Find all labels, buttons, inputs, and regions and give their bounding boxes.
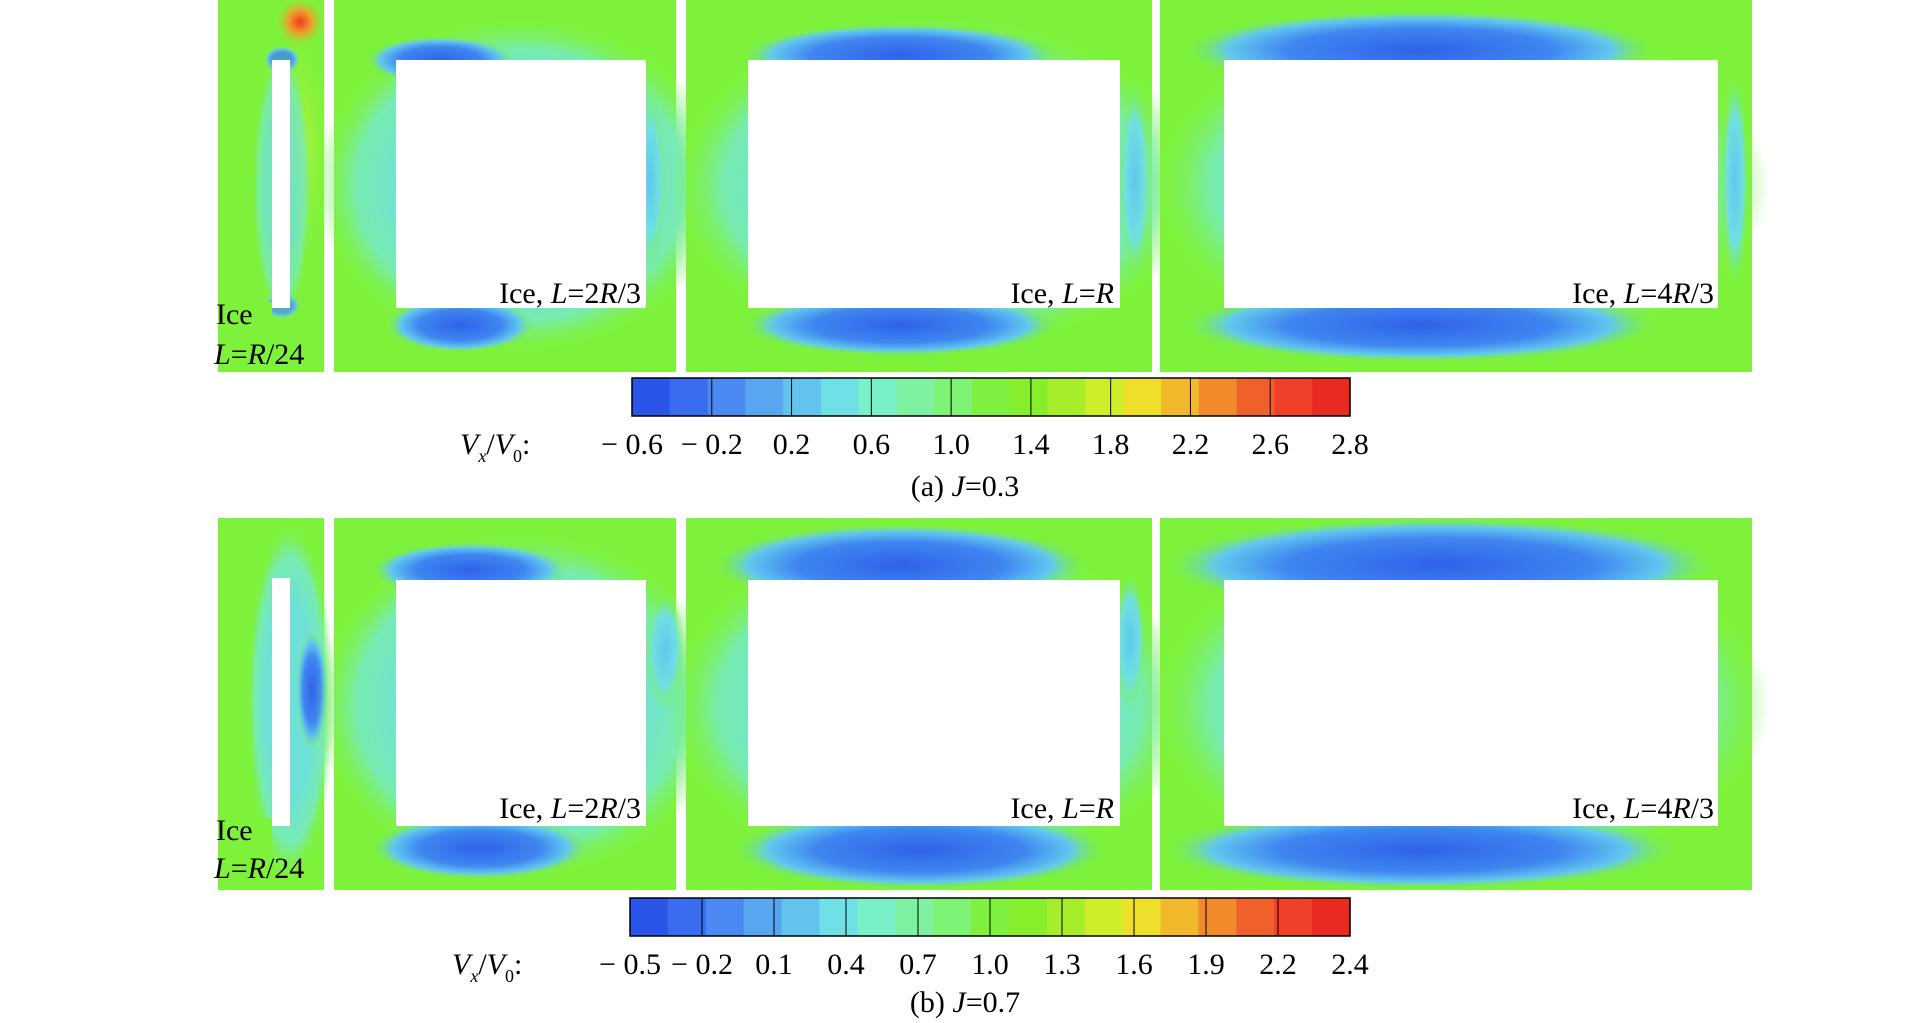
colorbar-cell (857, 898, 896, 936)
colorbar-tick-label: 2.8 (1331, 428, 1369, 461)
panel-label-a1-line2: L=R/24 (213, 338, 304, 371)
colorbar-cell (1123, 378, 1162, 416)
colorbar-cell (1047, 378, 1087, 416)
colorbar-cell (819, 898, 858, 936)
caption-a: (a) J=0.3 (911, 470, 1020, 503)
contour-panel-a2 (315, 0, 725, 372)
row-a (218, 0, 1770, 372)
contour-panel-a1 (218, 0, 330, 372)
colorbar-tick-label: − 0.2 (671, 948, 733, 981)
colorbar-cell (933, 898, 972, 936)
contour-panel-b2 (315, 518, 725, 890)
colorbar-a (631, 377, 1351, 417)
colorbar-cell (630, 898, 669, 936)
colorbar-tick-label: − 0.2 (681, 428, 743, 461)
colorbar-border (629, 897, 1351, 937)
colorbar-cell (745, 378, 784, 416)
colorbar-cell (1122, 898, 1162, 936)
colorbar-cell (1160, 898, 1200, 936)
colorbar-cell (632, 378, 671, 416)
colorbar-cell (1312, 898, 1351, 936)
colorbar-cell (896, 378, 935, 416)
contour-panel-b1 (218, 518, 334, 890)
scale-label-a: Vx/V0: (460, 428, 530, 466)
colorbar-cell (669, 378, 709, 416)
colorbar-cell (858, 378, 898, 416)
colorbar-border (631, 377, 1351, 417)
colorbar-cell (972, 378, 1011, 416)
colorbar-cell (1274, 378, 1313, 416)
colorbar-tick-label: 1.9 (1187, 948, 1225, 981)
colorbar-cell (783, 378, 822, 416)
colorbar-cell (707, 378, 746, 416)
colorbar-cell (1008, 898, 1048, 936)
colorbar-cell (1046, 898, 1086, 936)
colorbar-cell (895, 898, 934, 936)
colorbar-cell (705, 898, 745, 936)
colorbar-tick-label: 2.6 (1251, 428, 1289, 461)
colorbar-tick-label: 0.2 (773, 428, 811, 461)
colorbar-tick-label: 2.2 (1259, 948, 1297, 981)
colorbar-tick-label: 0.7 (899, 948, 937, 981)
row-a-labels: Ice L=R/24 Ice, L=2R/3 Ice, L=R Ice, L=4… (213, 277, 1714, 371)
colorbar-cell (781, 898, 821, 936)
colorbar-tick-label: 1.3 (1043, 948, 1081, 981)
panel-label-a2: Ice, L=2R/3 (499, 277, 641, 310)
row-b (218, 517, 1770, 890)
colorbar-tick-label: 1.0 (932, 428, 970, 461)
panel-label-b2: Ice, L=2R/3 (499, 792, 641, 825)
colorbar-cell (1274, 898, 1313, 936)
colorbar-cell (1161, 378, 1200, 416)
panel-label-a4: Ice, L=4R/3 (1572, 277, 1714, 310)
panel-label-b3: Ice, L=R (1010, 792, 1114, 825)
colorbar-tick-label: 2.4 (1331, 948, 1369, 981)
colorbar-cell (820, 378, 860, 416)
panel-label-a1-line1: Ice (216, 298, 253, 331)
scale-label-b: Vx/V0: (452, 948, 522, 986)
colorbar-cell (1236, 898, 1275, 936)
colorbar-cell (1009, 378, 1049, 416)
panel-label-b1-line2: L=R/24 (213, 852, 304, 885)
colorbar-cell (1085, 378, 1124, 416)
colorbar-cell (743, 898, 783, 936)
colorbar-b (629, 897, 1351, 937)
colorbar-cell (934, 378, 973, 416)
colorbar-tick-label: 0.1 (755, 948, 793, 981)
colorbar-tick-label: 1.4 (1012, 428, 1050, 461)
colorbar-cell (1236, 378, 1276, 416)
colorbar-tick-label: 0.4 (827, 948, 865, 981)
colorbar-tick-label: 1.0 (971, 948, 1009, 981)
colorbar-cell (1198, 378, 1238, 416)
tick-labels-a: − 0.6 − 0.2 0.2 0.6 1.0 1.4 1.8 2.2 2.6 2.8 (601, 428, 1369, 461)
row-b-labels: Ice L=R/24 Ice, L=2R/3 Ice, L=R Ice, L=4… (213, 792, 1714, 885)
panel-label-b4: Ice, L=4R/3 (1572, 792, 1714, 825)
colorbar-tick-label: 1.6 (1115, 948, 1153, 981)
colorbar-tick-label: 1.8 (1092, 428, 1130, 461)
colorbar-tick-label: 2.2 (1172, 428, 1210, 461)
contour-panel-a4 (1150, 0, 1770, 372)
colorbar-cell (667, 898, 707, 936)
colorbar-cell (1312, 378, 1351, 416)
caption-b: (b) J=0.7 (910, 986, 1020, 1019)
colorbar-cell (1198, 898, 1237, 936)
colorbar-tick-label: − 0.6 (601, 428, 663, 461)
contour-panel-b4 (1150, 517, 1770, 890)
contour-panel-b3 (665, 518, 1195, 890)
colorbar-tick-label: 0.6 (853, 428, 891, 461)
contour-panel-a3 (670, 0, 1200, 372)
tick-labels-b: − 0.5 − 0.2 0.1 0.4 0.7 1.0 1.3 1.6 1.9 2.2 2.4 (599, 948, 1369, 981)
colorbar-tick-label: − 0.5 (599, 948, 661, 981)
panel-label-b1-line1: Ice (216, 814, 253, 847)
colorbar-cell (1084, 898, 1124, 936)
panel-label-a3: Ice, L=R (1010, 277, 1114, 310)
